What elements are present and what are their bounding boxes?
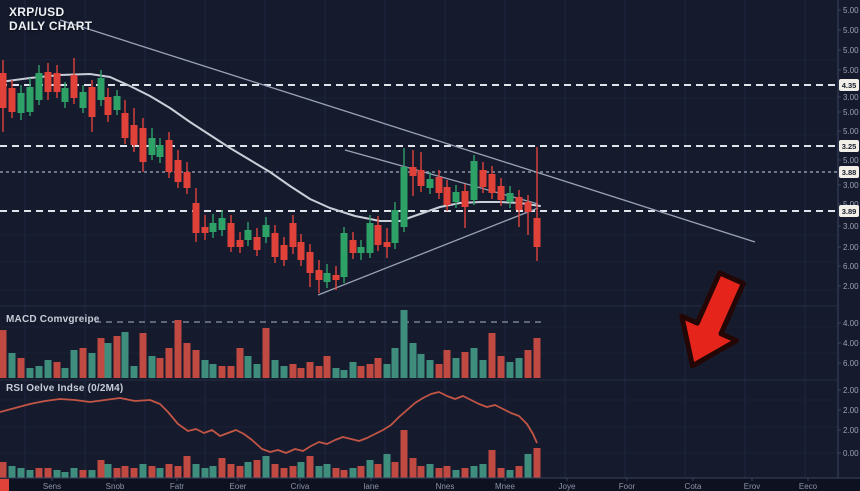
date-tick-label: Iane [363,482,379,491]
date-tick-label: Snob [106,482,125,491]
descending-resistance [59,19,756,243]
date-tick-label: Nnes [436,482,455,491]
rsi-panel [0,391,541,478]
price-badge [839,79,859,91]
date-tick-label: Fatr [170,482,185,491]
date-tick-label: Criva [291,482,310,491]
date-axis: Sens Snob Fatr Eoer Criva Iane Nnes Mnee Joye Foo… [0,477,860,491]
trendlines [59,19,756,296]
price-axis: 5.00 5.00 5.00 5.00 3.00 5.00 5.00 5.00 3.00 5.00… [837,0,859,478]
wedge-lower [317,207,539,296]
price-tick-label: 5.00 [843,127,859,136]
price-tick-label: 2.00 [843,282,859,291]
price-tick-label: 3.00 [843,93,859,102]
price-badge [839,205,859,217]
down-arrow-icon [679,270,746,369]
grid-layer [0,0,838,478]
price-tick-label: 3.00 [843,181,859,190]
price-badge [839,140,859,152]
price-tick-label: 5.00 [843,26,859,35]
price-tick-label: 3.00 [843,222,859,231]
price-tick-label: 2.00 [843,243,859,252]
price-tick-label: 2.00 [843,426,859,435]
date-tick-label: Erov [744,482,760,491]
date-tick-label: Mnee [495,482,516,491]
price-tick-label: 5.00 [843,156,859,165]
price-tick-label: 5.00 [843,108,859,117]
price-tick-label: 4.00 [843,339,859,348]
date-tick-label: Foor [619,482,636,491]
date-tick-label: Cota [685,482,702,491]
date-tick-label: Sens [43,482,61,491]
price-badge-label: 3.88 [842,168,857,177]
price-level-lines [0,84,838,212]
price-tick-label: 2.00 [843,386,859,395]
price-tick-label: 0.00 [843,449,859,458]
price-badge [839,166,859,178]
price-tick-label: 5.00 [843,46,859,55]
price-tick-label: 4.00 [843,319,859,328]
price-badge-label: 3.25 [842,142,857,151]
candlestick-series [0,58,541,293]
date-tick-label: Eeco [799,482,818,491]
price-tick-label: 6.00 [843,262,859,271]
price-tick-label: 5.00 [843,6,859,15]
macd-panel [0,310,545,378]
price-tick-label: 5.00 [843,200,859,209]
price-tick-label: 5.00 [843,66,859,75]
price-tick-label: 2.00 [843,406,859,415]
price-tick-label: 6.00 [843,359,859,368]
date-tick-label: Eoer [230,482,247,491]
date-tick-label: Joye [559,482,576,491]
axis-left-marker [0,479,9,491]
price-badge-label: 4.35 [842,81,857,90]
price-badge-label: 3.89 [842,207,857,216]
